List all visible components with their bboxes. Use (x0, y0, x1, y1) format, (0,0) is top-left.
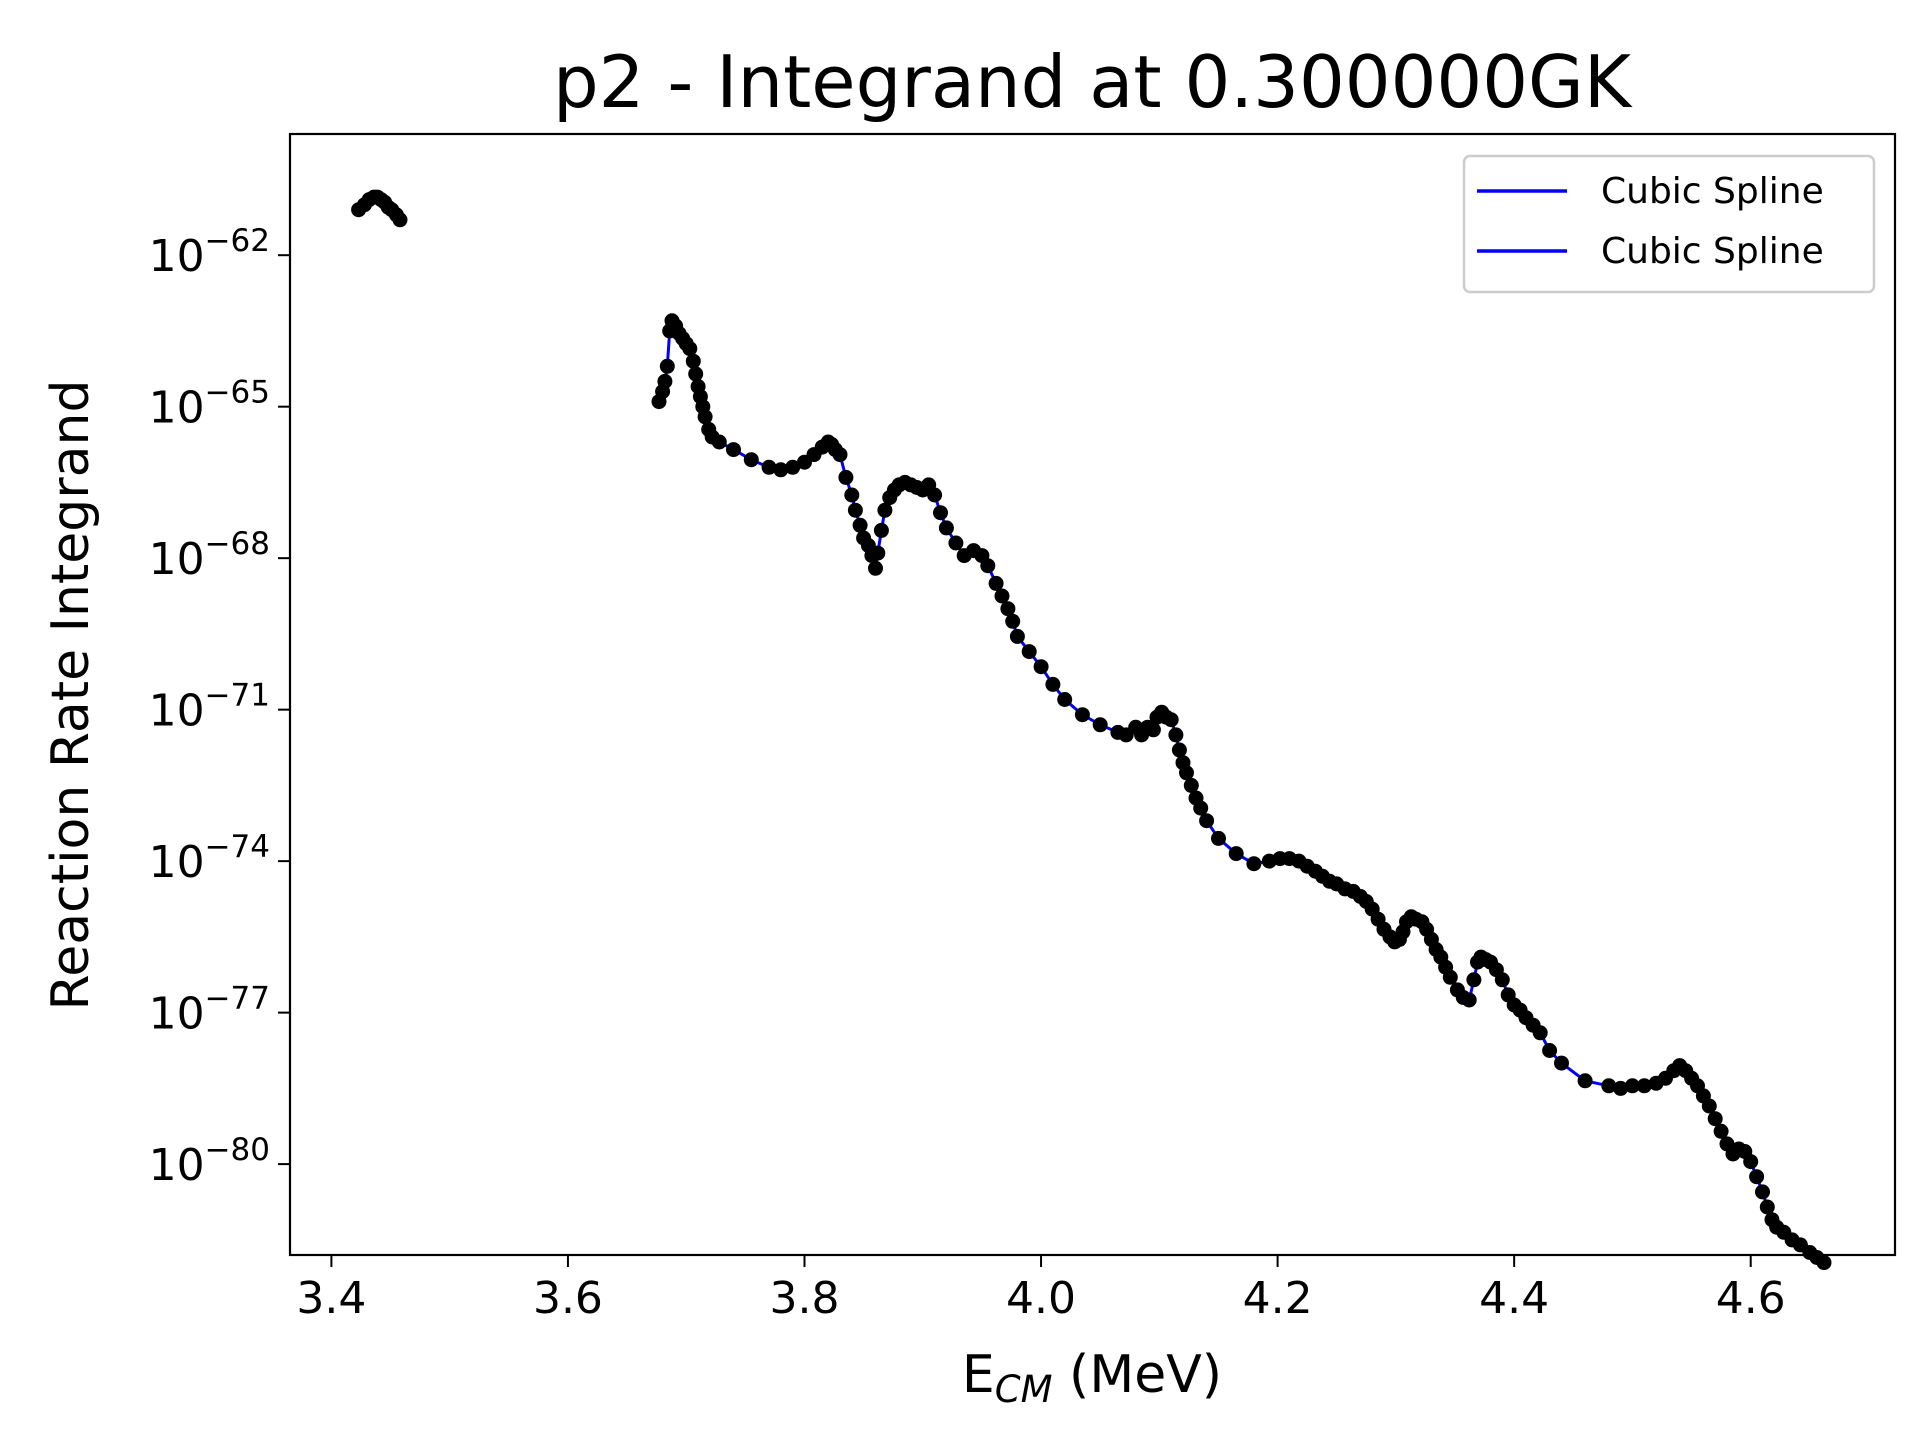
y-tick-label: 10−71 (149, 678, 270, 737)
y-tick-label: 10−77 (149, 981, 270, 1040)
data-point (1171, 742, 1187, 758)
data-point (685, 353, 701, 369)
data-point (1542, 1043, 1558, 1058)
data-point (1743, 1154, 1759, 1170)
x-axis-label: ECM (MeV) (962, 1345, 1222, 1411)
x-axis-label-main: E (962, 1345, 995, 1405)
plot-area: 3.4 3.6 3.8 4.0 4.2 4.4 4.6 10−6210−6510−6810−… (149, 132, 1897, 1324)
data-point (1074, 707, 1090, 723)
data-point (1045, 676, 1061, 692)
data-point (1005, 613, 1021, 629)
data-point (1000, 601, 1016, 617)
data-point (1246, 856, 1262, 872)
data-point (1713, 1123, 1729, 1139)
data-point (870, 545, 886, 561)
data-point (852, 517, 868, 533)
data-point (868, 560, 883, 576)
plot-frame (288, 132, 1897, 1257)
data-point (832, 447, 848, 463)
data-point (1532, 1025, 1548, 1041)
legend-label-2: Cubic Spline (1601, 231, 1824, 272)
data-point (988, 575, 1004, 591)
x-axis-label-unit: (MeV) (1053, 1345, 1223, 1405)
data-point (1554, 1055, 1569, 1071)
data-point (1021, 644, 1037, 660)
data-point (697, 409, 713, 425)
data-point (785, 459, 801, 475)
data-point (1009, 628, 1025, 644)
data-point (1033, 659, 1049, 675)
y-tick-label: 10−74 (149, 829, 270, 888)
data-point (838, 469, 854, 485)
chart-title: p2 - Integrand at 0.300000GK (553, 40, 1633, 124)
data-point (682, 341, 698, 357)
data-point (938, 520, 954, 536)
data-point (659, 358, 675, 374)
data-point (1749, 1169, 1765, 1185)
x-tick-label: 4.4 (1479, 1273, 1549, 1324)
data-point (1092, 717, 1108, 733)
data-point (994, 588, 1010, 604)
data-point (1624, 1078, 1640, 1094)
x-tick-label: 4.0 (1006, 1273, 1076, 1324)
data-point (1168, 727, 1184, 743)
x-tick-label: 4.6 (1716, 1273, 1786, 1324)
y-axis-label: Reaction Rate Integrand (41, 379, 101, 1010)
data-point (1199, 813, 1215, 829)
data-point (1461, 992, 1477, 1008)
legend-label-1: Cubic Spline (1601, 171, 1824, 212)
y-tick-label: 10−80 (149, 1132, 270, 1191)
data-point (688, 366, 704, 382)
x-tick-label: 4.2 (1243, 1273, 1313, 1324)
data-point (844, 487, 860, 503)
data-point (726, 442, 741, 458)
data-point (873, 522, 889, 538)
data-point (1636, 1078, 1652, 1094)
data-point (1193, 800, 1209, 816)
data-point (980, 558, 996, 574)
data-point (948, 535, 964, 551)
x-tick-label: 3.8 (770, 1273, 840, 1324)
data-point (1145, 722, 1161, 738)
data-point (1759, 1199, 1775, 1215)
data-point (657, 373, 673, 389)
y-tick-label: 10−65 (149, 375, 270, 434)
x-axis-label-subscript: CM (995, 1368, 1053, 1411)
data-point (1466, 972, 1482, 988)
data-point (1577, 1073, 1593, 1089)
y-tick-label: 10−68 (149, 526, 270, 585)
data-point (1494, 972, 1510, 988)
data-point (1707, 1111, 1723, 1127)
data-point (1816, 1255, 1832, 1271)
data-point (1183, 777, 1199, 793)
data-point (711, 434, 727, 450)
x-axis: 3.4 3.6 3.8 4.0 4.2 4.4 4.6 (296, 1255, 1786, 1324)
data-point (1179, 765, 1194, 781)
data-point (1613, 1080, 1629, 1096)
y-axis: 10−62 10−65 10−68 10−71 10−74 10−77 10−80 (149, 223, 290, 1191)
x-tick-label: 3.6 (533, 1273, 603, 1324)
data-point (392, 212, 408, 228)
data-point (1601, 1078, 1617, 1094)
data-point (761, 459, 777, 475)
data-point (1211, 830, 1226, 846)
data-point (1057, 692, 1073, 707)
x-tick-label: 3.4 (296, 1273, 366, 1324)
data-point (1755, 1184, 1770, 1200)
chart-marks (351, 189, 1832, 1271)
data-point (1701, 1098, 1717, 1114)
data-point (773, 462, 789, 478)
data-point (933, 505, 948, 521)
data-point (847, 502, 863, 518)
data-point (1228, 846, 1244, 862)
data-point (927, 487, 943, 503)
data-point (877, 502, 893, 518)
data-point (1442, 969, 1458, 985)
y-tick-label: 10−62 (149, 223, 270, 282)
legend: Cubic Spline Cubic Spline (1462, 154, 1876, 294)
data-point (743, 452, 759, 468)
data-point (1163, 712, 1179, 728)
